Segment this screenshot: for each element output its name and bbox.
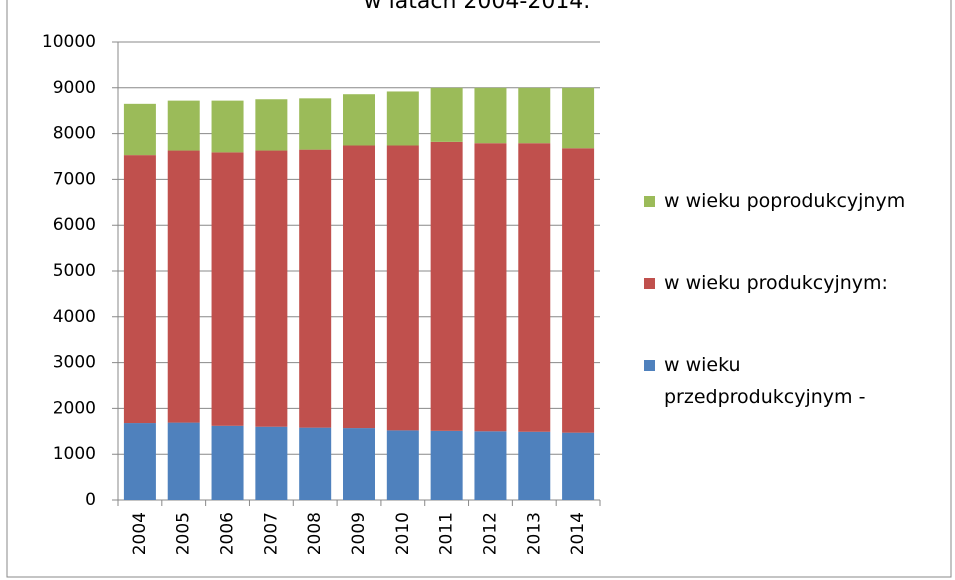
bar-segment	[123, 103, 156, 156]
y-tick-label: 3000	[53, 353, 96, 373]
bar-segment	[167, 422, 200, 500]
bar-segment	[518, 143, 551, 432]
bar-segment	[123, 155, 156, 424]
x-tick-label: 2010	[393, 512, 413, 555]
bar-segment	[123, 423, 156, 500]
bar-segment	[167, 150, 200, 423]
x-tick-label: 2012	[480, 512, 500, 555]
y-tick-label: 4000	[53, 307, 96, 327]
legend: w wieku poprodukcyjnym w wieku produkcyjn…	[640, 185, 950, 463]
bar-segment	[386, 91, 419, 146]
bar-segment	[562, 148, 595, 433]
x-tick-label: 2009	[349, 512, 369, 555]
bar-segment	[299, 149, 332, 428]
y-tick-label: 2000	[53, 398, 96, 418]
bar-segment	[255, 99, 288, 151]
x-tick-label: 2004	[130, 512, 150, 555]
bar-segment	[299, 427, 332, 500]
bar-segment	[430, 430, 463, 500]
x-tick-label: 2007	[261, 512, 281, 555]
bar-segment	[386, 430, 419, 500]
bar-segment	[518, 431, 551, 500]
bar-segment	[255, 150, 288, 427]
y-tick-label: 6000	[53, 215, 96, 235]
x-tick-label: 2013	[524, 512, 544, 555]
bar-segment	[343, 428, 375, 500]
y-tick-label: 1000	[53, 444, 96, 464]
legend-item: w wieku przedprodukcyjnym -	[640, 349, 950, 413]
bar-segment	[167, 100, 200, 151]
x-tick-label: 2006	[218, 512, 238, 555]
y-tick-label: 9000	[53, 78, 96, 98]
chart-title: w latach 2004-2014.	[364, 0, 591, 14]
bar-segment	[299, 98, 332, 150]
bar-segment	[343, 94, 375, 146]
y-tick-label: 7000	[53, 169, 96, 189]
legend-swatch	[644, 360, 655, 371]
bar-segment	[474, 87, 507, 144]
chart-border	[6, 0, 952, 578]
y-tick-label: 5000	[53, 261, 96, 281]
y-tick-label: 10000	[42, 32, 96, 52]
bar-segment	[211, 425, 244, 500]
y-tick-label: 0	[85, 490, 96, 510]
bar-segment	[211, 152, 244, 426]
bar-segment	[211, 100, 244, 153]
bar-segment	[562, 432, 595, 500]
legend-label: w wieku produkcyjnym:	[664, 272, 888, 294]
legend-swatch	[644, 196, 655, 207]
bar-segment	[562, 87, 595, 149]
x-tick-label: 2011	[437, 512, 457, 555]
x-tick-label: 2005	[174, 512, 194, 555]
x-tick-label: 2008	[305, 512, 325, 555]
legend-item: w wieku produkcyjnym:	[640, 267, 950, 299]
x-tick-label: 2014	[568, 512, 588, 555]
y-tick-label: 8000	[53, 124, 96, 144]
legend-swatch	[644, 278, 655, 289]
bar-segment	[474, 143, 507, 432]
legend-label: w wieku przedprodukcyjnym -	[664, 354, 866, 408]
bar-segment	[430, 87, 463, 142]
bar-segment	[343, 145, 375, 429]
bar-segment	[255, 426, 288, 500]
bar-segment	[518, 87, 551, 144]
legend-item: w wieku poprodukcyjnym	[640, 185, 950, 217]
bar-segment	[430, 141, 463, 431]
legend-label: w wieku poprodukcyjnym	[664, 190, 906, 212]
bar-segment	[386, 145, 419, 431]
bar-segment	[474, 431, 507, 500]
